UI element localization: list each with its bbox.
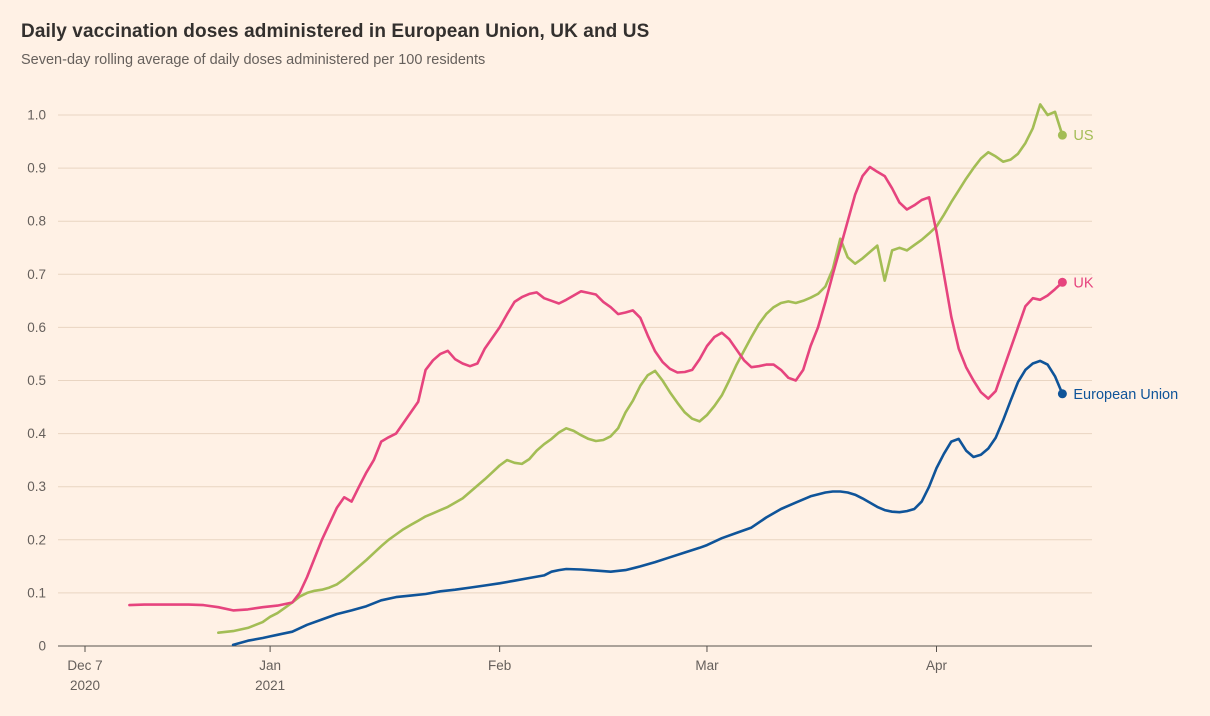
series-end-dot-european-union xyxy=(1057,389,1067,399)
y-tick-label-0.9: 0.9 xyxy=(27,161,46,176)
series-line-us xyxy=(217,103,1064,635)
y-tick-label-1.0: 1.0 xyxy=(27,108,46,123)
y-tick-label-0.7: 0.7 xyxy=(27,267,46,282)
series-end-dot-uk xyxy=(1057,277,1067,287)
y-tick-label-0.3: 0.3 xyxy=(27,479,46,494)
x-tick-sublabel-2020: 2020 xyxy=(70,678,100,693)
x-tick-label-apr: Apr xyxy=(926,658,948,673)
x-tick-label-dec-7: Dec 7 xyxy=(67,658,102,673)
y-tick-label-0.6: 0.6 xyxy=(27,320,46,335)
series-line-uk xyxy=(128,165,1064,612)
series-label-uk: UK xyxy=(1073,275,1093,291)
chart-subtitle: Seven-day rolling average of daily doses… xyxy=(21,52,486,68)
series-line-european-union xyxy=(231,359,1064,647)
series-end-dot-us xyxy=(1057,130,1067,140)
series-label-us: US xyxy=(1073,128,1093,144)
x-tick-label-mar: Mar xyxy=(695,658,719,673)
vaccination-line-chart: 0 0.1 0.2 0.3 0.4 0.5 0.6 0.7 0.8 0.9 1.0 Dec 7 2020… xyxy=(27,103,1178,693)
x-tick-label-jan: Jan xyxy=(259,658,281,673)
y-tick-label-0: 0 xyxy=(38,639,46,654)
y-tick-label-0.1: 0.1 xyxy=(27,585,46,600)
y-tick-label-0.4: 0.4 xyxy=(27,426,46,441)
line-chart-area: 0 0.1 0.2 0.3 0.4 0.5 0.6 0.7 0.8 0.9 1.0 Dec 7 2020… xyxy=(0,82,1210,703)
y-tick-label-0.2: 0.2 xyxy=(27,532,46,547)
chart-title: Daily vaccination doses administered in … xyxy=(21,21,650,42)
x-tick-label-feb: Feb xyxy=(488,658,511,673)
x-tick-sublabel-2021: 2021 xyxy=(255,678,285,693)
y-tick-label-0.5: 0.5 xyxy=(27,373,46,388)
chart-header: Daily vaccination doses administered in … xyxy=(0,0,1210,68)
y-tick-label-0.8: 0.8 xyxy=(27,214,46,229)
series-label-european-union: European Union xyxy=(1073,387,1178,403)
